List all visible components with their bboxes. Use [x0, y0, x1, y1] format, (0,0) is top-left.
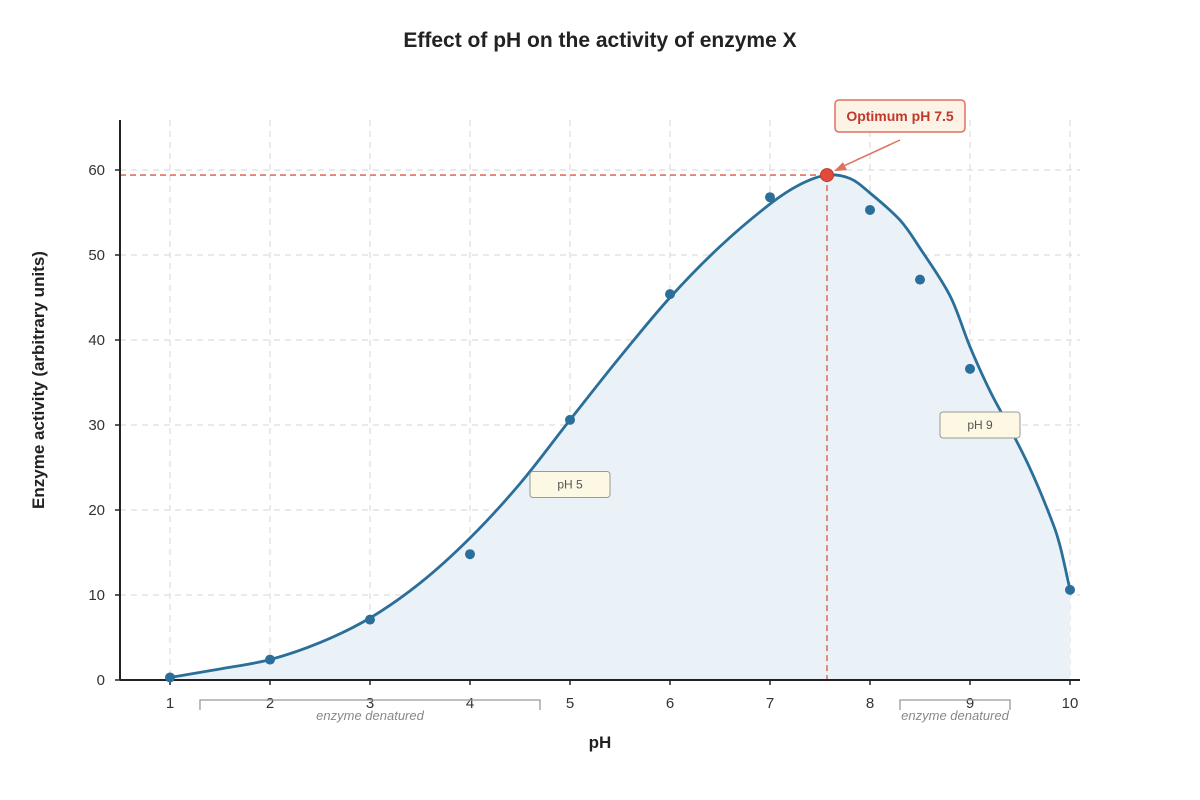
x-tick-label: 2: [266, 695, 274, 712]
fitted-curve: [169, 173, 1072, 679]
x-axis-label: pH: [588, 733, 612, 752]
x-tick-label: 7: [766, 695, 774, 712]
data-point: [1065, 584, 1075, 595]
annotation-label: pH 9: [967, 418, 993, 432]
data-point: [965, 363, 975, 374]
annotation-layer: Optimum pH 7.5 pH 5 pH 9: [529, 99, 1021, 498]
area-layer: [170, 174, 1070, 681]
optimum-point: [820, 168, 834, 183]
data-point: [765, 192, 775, 203]
tick-layer: 1 2 3 4 5 6 7 8 9 10 0 10 20 30 40 50 60: [88, 162, 1078, 712]
data-point: [565, 414, 575, 425]
y-tick-label: 20: [88, 502, 105, 519]
data-point: [865, 204, 875, 215]
x-tick-label: 10: [1062, 695, 1079, 712]
optimum-arrow-head: [834, 162, 847, 172]
curve-fill-area: [170, 174, 1070, 681]
data-point: [665, 289, 675, 300]
guide-layer: [120, 174, 828, 680]
x-tick-label: 6: [666, 695, 674, 712]
x-tick-label: 8: [866, 695, 874, 712]
point-layer: [165, 168, 1075, 683]
y-tick-label: 60: [88, 162, 105, 179]
data-point: [915, 274, 925, 285]
optimum-callout-label: Optimum pH 7.5: [846, 108, 954, 124]
curve-layer: [169, 173, 1072, 679]
denatured-label: enzyme denatured: [316, 708, 424, 723]
y-tick-label: 40: [88, 332, 105, 349]
y-tick-label: 50: [88, 247, 105, 264]
y-tick-label: 0: [97, 672, 105, 689]
data-point: [365, 614, 375, 625]
axis-layer: [119, 120, 1080, 681]
x-tick-label: 3: [366, 695, 374, 712]
note-layer: enzyme denatured enzyme denatured: [199, 699, 1011, 723]
denatured-bracket: [899, 699, 1011, 710]
x-tick-label: 9: [966, 695, 974, 712]
annotation-label: pH 5: [557, 478, 583, 492]
optimum-arrow-line: [836, 139, 901, 170]
x-tick-label: 4: [466, 695, 474, 712]
y-tick-label: 10: [88, 587, 105, 604]
data-point: [465, 549, 475, 560]
y-tick-label: 30: [88, 417, 105, 434]
data-point: [165, 672, 175, 683]
chart-title: Effect of pH on the activity of enzyme X: [403, 29, 797, 52]
denatured-bracket: [199, 699, 541, 710]
x-tick-label: 1: [166, 695, 174, 712]
data-point: [265, 654, 275, 665]
optimum-callout-box: [834, 99, 966, 133]
annotation-box: [939, 411, 1021, 439]
denatured-label: enzyme denatured: [901, 708, 1009, 723]
annotation-box: [529, 471, 611, 498]
x-tick-label: 5: [566, 695, 574, 712]
